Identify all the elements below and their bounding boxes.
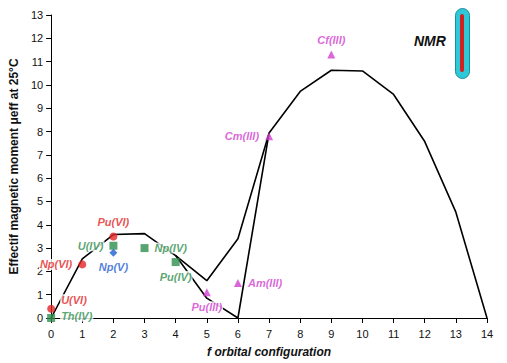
svg-text:12: 12 bbox=[31, 32, 43, 44]
svg-text:4: 4 bbox=[37, 219, 43, 231]
svg-text:10: 10 bbox=[31, 79, 43, 91]
svg-text:7: 7 bbox=[266, 328, 272, 340]
svg-text:U(VI): U(VI) bbox=[61, 294, 87, 306]
svg-text:Pu(III): Pu(III) bbox=[192, 301, 223, 313]
svg-text:0: 0 bbox=[48, 328, 54, 340]
svg-text:3: 3 bbox=[141, 328, 147, 340]
svg-text:8: 8 bbox=[37, 126, 43, 138]
svg-text:8: 8 bbox=[297, 328, 303, 340]
svg-text:3: 3 bbox=[37, 242, 43, 254]
svg-text:U(IV): U(IV) bbox=[78, 240, 104, 252]
svg-text:7: 7 bbox=[37, 149, 43, 161]
svg-text:Np(IV): Np(IV) bbox=[155, 242, 188, 254]
svg-text:Pu(VI): Pu(VI) bbox=[98, 216, 130, 228]
svg-text:14: 14 bbox=[481, 328, 493, 340]
svg-text:5: 5 bbox=[37, 195, 43, 207]
svg-text:10: 10 bbox=[356, 328, 368, 340]
svg-text:1: 1 bbox=[37, 289, 43, 301]
svg-text:Th(IV): Th(IV) bbox=[61, 310, 92, 322]
svg-text:f orbital configuration: f orbital configuration bbox=[207, 345, 331, 359]
svg-text:13: 13 bbox=[450, 328, 462, 340]
svg-text:6: 6 bbox=[37, 172, 43, 184]
svg-text:NMR: NMR bbox=[414, 33, 447, 49]
svg-text:11: 11 bbox=[32, 56, 43, 68]
svg-text:Np(VI): Np(VI) bbox=[40, 258, 73, 270]
svg-text:Am(III): Am(III) bbox=[247, 277, 283, 289]
svg-text:Np(V): Np(V) bbox=[99, 261, 129, 273]
svg-text:Cm(III): Cm(III) bbox=[225, 130, 260, 142]
svg-text:Effectif magnetic moment μeff: Effectif magnetic moment μeff at 25°C bbox=[7, 58, 21, 275]
svg-text:2: 2 bbox=[110, 328, 116, 340]
svg-text:6: 6 bbox=[235, 328, 241, 340]
svg-text:9: 9 bbox=[37, 102, 43, 114]
svg-text:Cf(III): Cf(III) bbox=[317, 34, 345, 46]
svg-text:2: 2 bbox=[37, 265, 44, 278]
svg-text:1: 1 bbox=[79, 328, 85, 340]
svg-text:11: 11 bbox=[388, 328, 399, 340]
svg-text:0: 0 bbox=[37, 312, 43, 324]
svg-text:4: 4 bbox=[173, 328, 179, 340]
svg-text:12: 12 bbox=[419, 328, 431, 340]
svg-text:5: 5 bbox=[204, 328, 210, 340]
svg-text:13: 13 bbox=[31, 9, 43, 21]
svg-text:9: 9 bbox=[328, 328, 334, 340]
svg-text:Pu(IV): Pu(IV) bbox=[160, 271, 192, 283]
